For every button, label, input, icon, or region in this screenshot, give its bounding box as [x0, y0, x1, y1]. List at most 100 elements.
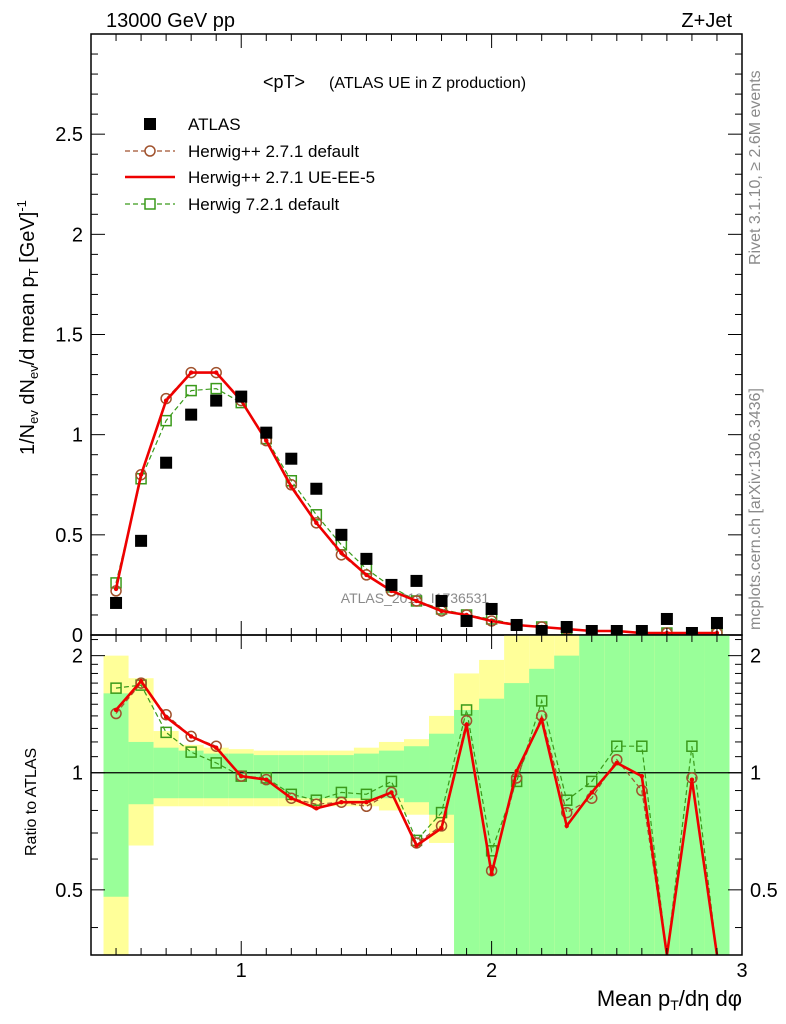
atlas-point — [510, 618, 523, 631]
series-point — [410, 595, 423, 607]
series-point — [385, 775, 398, 788]
band-inner — [328, 755, 354, 799]
series-point — [264, 438, 269, 443]
ratio-y-tick-label: 0.5 — [55, 880, 83, 902]
series-point — [439, 826, 444, 831]
ratio-y-axis-label: Ratio to ATLAS — [23, 748, 40, 856]
y-tick-label: 0.5 — [55, 525, 83, 547]
series-point — [213, 745, 219, 750]
series-point — [686, 740, 698, 752]
series-point — [560, 806, 573, 819]
atlas-point — [235, 390, 248, 403]
series-point — [113, 707, 119, 713]
band-inner — [253, 755, 279, 799]
series-point — [535, 695, 548, 707]
series-point — [360, 788, 373, 801]
series-point — [310, 794, 323, 806]
y-tick-label: 0 — [72, 625, 83, 647]
series-point — [163, 398, 169, 403]
legend-label: Herwig++ 2.7.1 default — [188, 142, 359, 161]
legend-marker — [144, 198, 156, 210]
series-point — [210, 382, 222, 395]
band-inner — [604, 635, 630, 955]
band-inner — [353, 753, 379, 799]
series-point — [414, 843, 419, 848]
series-point — [435, 820, 448, 832]
series-point — [439, 608, 444, 614]
series-point — [611, 740, 623, 752]
rivet-label: Rivet 3.1.10, ≥ 2.6M events — [747, 70, 764, 265]
energy-label: 13000 GeV pp — [106, 10, 235, 32]
legend-label: ATLAS — [188, 115, 241, 134]
atlas-point — [360, 552, 373, 565]
series-point — [639, 773, 645, 779]
atlas-point — [485, 602, 498, 615]
series-point — [135, 677, 147, 689]
series-point — [389, 790, 394, 795]
atlas-point — [335, 528, 348, 541]
series-point — [264, 777, 269, 782]
series-line — [115, 684, 718, 955]
series-point — [460, 704, 473, 716]
series-point — [188, 734, 194, 739]
band-inner — [679, 635, 705, 955]
y-tick-label: 2.5 — [55, 124, 83, 146]
series-point — [464, 722, 469, 727]
atlas-point — [710, 616, 723, 629]
y-tick-label: 1.5 — [55, 325, 83, 347]
legend-marker-atlas — [144, 118, 156, 130]
band-inner — [178, 750, 204, 799]
series-point — [636, 740, 648, 752]
ratio-y-tick-label-right: 0.5 — [750, 880, 778, 902]
series-point — [289, 796, 294, 801]
series-point — [339, 550, 344, 556]
atlas-point — [185, 408, 198, 421]
mcplots-label: mcplots.cern.ch [arXiv:1306.3436] — [747, 388, 764, 630]
ratio-y-tick-label-right: 1 — [750, 763, 761, 785]
series-point — [489, 618, 494, 624]
atlas-point — [310, 482, 323, 495]
series-point — [188, 370, 194, 375]
series-point — [489, 871, 494, 876]
atlas-point — [560, 620, 573, 633]
atlas-point — [285, 452, 298, 465]
series-point — [138, 472, 144, 477]
series-point — [364, 572, 369, 578]
series-point — [285, 479, 298, 491]
atlas-point — [160, 456, 173, 469]
series-point — [314, 806, 319, 811]
series-point — [289, 484, 294, 489]
ratio-y-tick-label: 1 — [72, 763, 83, 785]
series-point — [285, 792, 298, 804]
series-point — [138, 678, 144, 684]
series-point — [160, 708, 172, 721]
series-point — [514, 768, 519, 774]
atlas-point — [260, 426, 273, 439]
x-tick-label: 3 — [736, 960, 747, 982]
legend-label: Herwig 7.2.1 default — [188, 195, 339, 214]
series-point — [385, 786, 398, 799]
series-point — [160, 726, 172, 739]
atlas-point — [410, 574, 423, 587]
series-point — [213, 370, 219, 375]
x-tick-label: 2 — [486, 960, 497, 982]
series-point — [564, 823, 569, 829]
ratio-panel — [90, 634, 743, 956]
band-inner — [529, 668, 555, 955]
series-point — [586, 775, 598, 788]
band-inner — [654, 635, 680, 955]
series-point — [113, 586, 119, 592]
series-point — [185, 384, 197, 397]
series-point — [364, 800, 369, 805]
atlas-point — [385, 578, 398, 591]
band-inner — [579, 635, 605, 955]
ratio-series — [110, 677, 719, 955]
watermark-label: ATLAS_2019_I1736531 — [341, 590, 490, 606]
band-inner — [704, 635, 730, 955]
band-inner — [203, 753, 229, 799]
legend: ATLAS Herwig++ 2.7.1 default Herwig++ 2.7.… — [125, 115, 375, 214]
plot-title-main: <pT> — [263, 72, 305, 92]
series-point — [539, 717, 544, 722]
band-inner — [504, 683, 530, 955]
band-inner — [403, 746, 430, 803]
